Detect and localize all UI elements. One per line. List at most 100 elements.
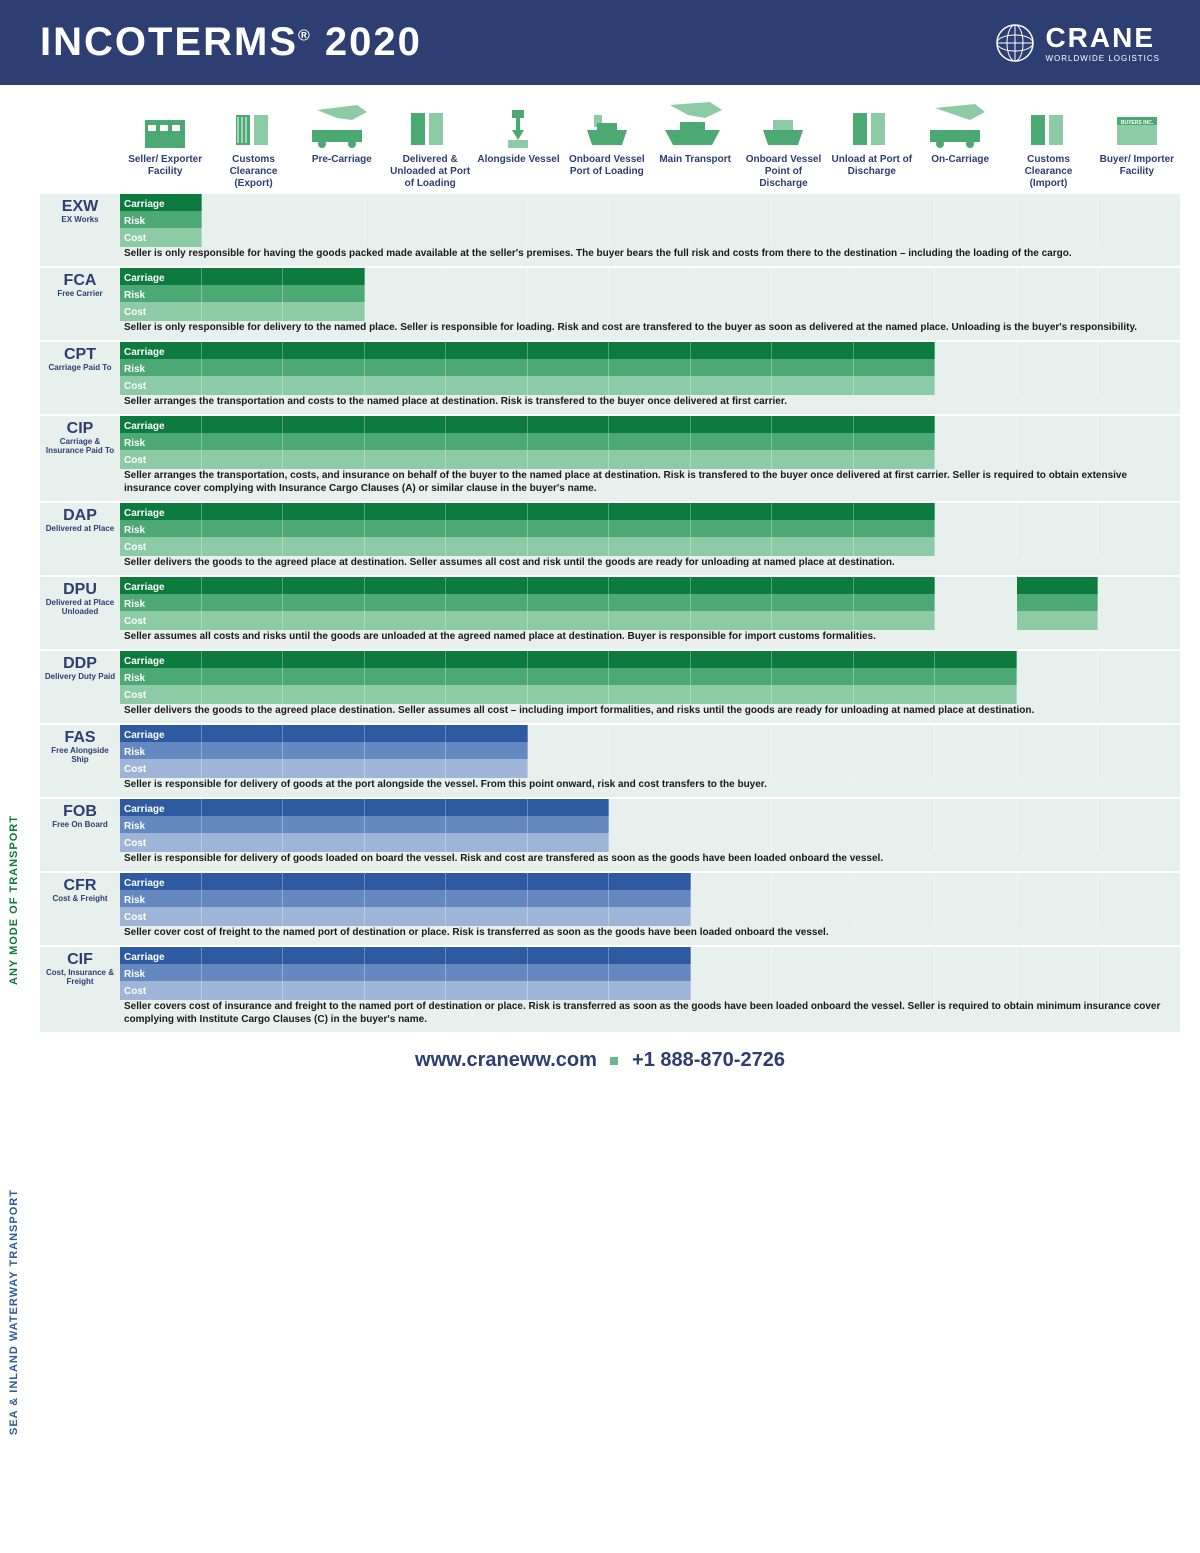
bar-label-risk: Risk	[120, 821, 145, 832]
bar-label-cost: Cost	[120, 986, 146, 997]
term-name: EX Works	[42, 216, 118, 225]
brand-logo: CRANE WORLDWIDE LOGISTICS	[995, 22, 1160, 63]
title-sup: ®	[298, 28, 312, 45]
term-description: Seller is responsible for delivery of go…	[120, 850, 1180, 871]
bar-label-carriage: Carriage	[120, 656, 165, 667]
footer-url[interactable]: www.craneww.com	[415, 1049, 597, 1071]
bar-label-cost: Cost	[120, 542, 146, 553]
term-description: Seller assumes all costs and risks until…	[120, 628, 1180, 649]
stage-icon-9	[917, 95, 1003, 150]
bar-row-cost: Cost	[120, 981, 1180, 997]
term-name: Cost, Insurance & Freight	[42, 969, 118, 987]
term-name: Delivery Duty Paid	[42, 673, 118, 682]
term-cfr: CFR Cost & Freight CarriageRiskCost Sell…	[40, 873, 1180, 945]
bar-label-carriage: Carriage	[120, 952, 165, 963]
term-cpt: CPT Carriage Paid To CarriageRiskCost Se…	[40, 342, 1180, 414]
term-code: CPT	[42, 346, 118, 364]
bar-row-risk: Risk	[120, 890, 1180, 906]
bar-row-carriage: Carriage	[120, 194, 1180, 210]
bar-label-carriage: Carriage	[120, 878, 165, 889]
bar-row-carriage: Carriage	[120, 651, 1180, 667]
term-description: Seller arranges the transportation, cost…	[120, 467, 1180, 501]
stage-icon-1	[210, 95, 296, 150]
footer-phone[interactable]: +1 888-870-2726	[632, 1049, 785, 1071]
bar-label-carriage: Carriage	[120, 273, 165, 284]
bar-label-risk: Risk	[120, 747, 145, 758]
bar-row-carriage: Carriage	[120, 268, 1180, 284]
bar-row-carriage: Carriage	[120, 947, 1180, 963]
bar-row-cost: Cost	[120, 611, 1180, 627]
term-cip: CIP Carriage & Insurance Paid To Carriag…	[40, 416, 1180, 501]
bar-label-cost: Cost	[120, 455, 146, 466]
bar-row-carriage: Carriage	[120, 873, 1180, 889]
term-code: DDP	[42, 655, 118, 673]
separator-icon	[610, 1057, 618, 1065]
bar-row-carriage: Carriage	[120, 799, 1180, 815]
term-label: FCA Free Carrier	[40, 268, 120, 340]
term-description: Seller is only responsible for delivery …	[120, 319, 1180, 340]
bars-wrap: CarriageRiskCost Seller assumes all cost…	[120, 577, 1180, 649]
stage-icon-8	[829, 95, 915, 150]
bar-label-cost: Cost	[120, 381, 146, 392]
term-cif: CIF Cost, Insurance & Freight CarriageRi…	[40, 947, 1180, 1032]
term-fob: FOB Free On Board CarriageRiskCost Selle…	[40, 799, 1180, 871]
page-title: INCOTERMS® 2020	[40, 20, 422, 65]
term-name: Free Alongside Ship	[42, 747, 118, 765]
side-label-any: ANY MODE OF TRANSPORT	[8, 345, 20, 985]
bars-wrap: CarriageRiskCost Seller delivers the goo…	[120, 651, 1180, 723]
term-label: CIF Cost, Insurance & Freight	[40, 947, 120, 1032]
term-name: Carriage & Insurance Paid To	[42, 438, 118, 456]
bar-label-risk: Risk	[120, 895, 145, 906]
bar-row-risk: Risk	[120, 668, 1180, 684]
bar-label-risk: Risk	[120, 216, 145, 227]
term-description: Seller arranges the transportation and c…	[120, 393, 1180, 414]
stage-header-0: Seller/ Exporter Facility	[122, 150, 208, 194]
stage-header-3: Delivered & Unloaded at Port of Loading	[387, 150, 473, 194]
term-code: CIF	[42, 951, 118, 969]
bar-label-risk: Risk	[120, 438, 145, 449]
stage-header-5: Onboard Vessel Port of Loading	[564, 150, 650, 194]
stage-header-6: Main Transport	[652, 150, 738, 194]
term-code: FOB	[42, 803, 118, 821]
stage-header-1: Customs Clearance (Export)	[210, 150, 296, 194]
bar-label-cost: Cost	[120, 307, 146, 318]
bars-wrap: CarriageRiskCost Seller arranges the tra…	[120, 342, 1180, 414]
bars-wrap: CarriageRiskCost Seller delivers the goo…	[120, 503, 1180, 575]
term-fas: FAS Free Alongside Ship Carriage RiskCost…	[40, 725, 1180, 797]
bar-row-risk: Risk	[120, 520, 1180, 536]
bars-wrap: CarriageRiskCost Seller covers cost of i…	[120, 947, 1180, 1032]
bars-wrap: CarriageRiskCost Seller is only responsi…	[120, 268, 1180, 340]
bar-row-risk: Risk	[120, 211, 1180, 227]
stage-icon-10	[1005, 95, 1091, 150]
term-code: EXW	[42, 198, 118, 216]
bar-row-carriage: Carriage	[120, 725, 1180, 741]
bar-label-carriage: Carriage	[120, 508, 165, 519]
bar-label-cost: Cost	[120, 912, 146, 923]
brand-sub: WORLDWIDE LOGISTICS	[1045, 54, 1160, 63]
bar-label-cost: Cost	[120, 616, 146, 627]
term-label: DPU Delivered at Place Unloaded	[40, 577, 120, 649]
column-headers-row: Seller/ Exporter FacilityCustoms Clearan…	[40, 150, 1180, 194]
bar-label-carriage: Carriage	[120, 804, 165, 815]
stage-icon-7	[740, 95, 826, 150]
bars-wrap: CarriageRiskCost Seller is only responsi…	[120, 194, 1180, 266]
term-name: Delivered at Place	[42, 525, 118, 534]
stage-icon-4	[475, 95, 561, 150]
bar-row-cost: Cost	[120, 376, 1180, 392]
term-code: FAS	[42, 729, 118, 747]
term-description: Seller covers cost of insurance and frei…	[120, 998, 1180, 1032]
bar-row-cost: Cost	[120, 759, 1180, 775]
stage-icon-11: BUYERS INC.	[1094, 95, 1180, 150]
stage-header-11: Buyer/ Importer Facility	[1094, 150, 1180, 194]
stage-icon-6	[652, 95, 738, 150]
bar-row-risk: Risk	[120, 742, 1180, 758]
bar-row-carriage: Carriage	[120, 416, 1180, 432]
bar-row-cost: Cost	[120, 685, 1180, 701]
term-label: CFR Cost & Freight	[40, 873, 120, 945]
bars-wrap: CarriageRiskCost Seller cover cost of fr…	[120, 873, 1180, 945]
term-name: Carriage Paid To	[42, 364, 118, 373]
term-label: FOB Free On Board	[40, 799, 120, 871]
bar-row-cost: Cost	[120, 302, 1180, 318]
term-code: CIP	[42, 420, 118, 438]
term-label: CPT Carriage Paid To	[40, 342, 120, 414]
